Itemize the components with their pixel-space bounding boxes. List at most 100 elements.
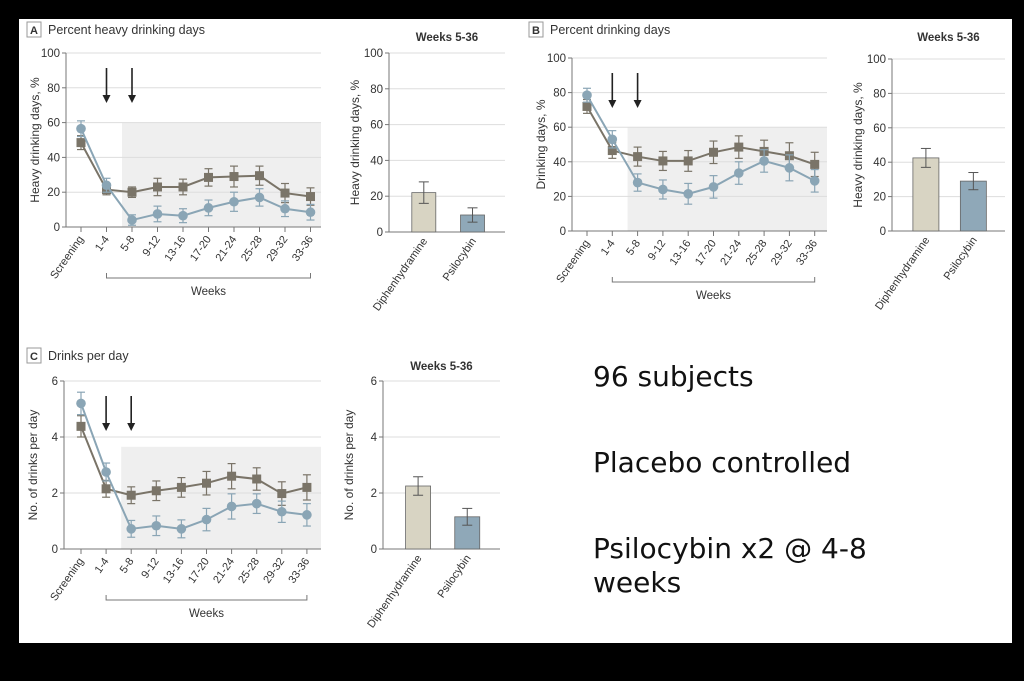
x-tick-label: 29-32 — [261, 556, 287, 586]
y-tick-label: 100 — [41, 48, 60, 60]
psilocybin-point — [201, 514, 212, 525]
psilocybin-point — [151, 520, 162, 531]
y-tick-label: 4 — [371, 432, 378, 444]
x-tick-label: 1-4 — [93, 234, 112, 254]
psilocybin-point — [152, 209, 163, 219]
weeks-bracket — [106, 273, 311, 279]
x-axis-label: Weeks — [189, 608, 224, 620]
diphenhydramine-line — [586, 105, 816, 166]
dose-arrow-icon — [633, 100, 642, 108]
y-tick-label: 80 — [47, 83, 60, 95]
dose-arrow-icon — [127, 423, 136, 431]
x-tick-label: 9-12 — [139, 556, 161, 581]
y-tick-label: 100 — [547, 53, 566, 65]
diphenhydramine-point — [810, 159, 820, 169]
x-tick-label: Screening — [554, 238, 592, 285]
diphenhydramine-point — [229, 172, 239, 182]
diphenhydramine-point — [280, 188, 290, 198]
psilocybin-point — [302, 510, 312, 520]
y-tick-label: 100 — [364, 48, 383, 60]
psilocybin-point — [607, 134, 618, 145]
psilocybin-point — [226, 501, 237, 512]
x-tick-label: 5-8 — [624, 238, 643, 258]
diphenhydramine-line — [80, 425, 308, 497]
note-placebo: Placebo controlled — [593, 446, 852, 479]
panel-letter: C — [30, 351, 38, 363]
y-axis-label: No. of drinks per day — [26, 410, 40, 521]
diphenhydramine-point — [227, 471, 237, 481]
psilocybin-point — [784, 163, 795, 173]
diphenhydramine-point — [153, 182, 162, 192]
y-tick-label: 60 — [873, 123, 886, 135]
bar-diphenhydramine — [405, 485, 432, 550]
x-tick-label: 33-36 — [286, 556, 312, 586]
y-tick-label: 20 — [553, 191, 566, 203]
diphenhydramine-point — [126, 490, 136, 500]
panel-B: B Percent drinking days 0 20 40 60 80 100 Drinki… — [528, 21, 827, 302]
panel-A-bar: Weeks 5-36 0 20 40 60 80 100 Heavy drinking day… — [348, 32, 505, 313]
panel-title: Drinks per day — [48, 349, 129, 363]
panel-title: Percent heavy drinking days — [48, 23, 205, 37]
x-tick-label: 5-8 — [118, 556, 137, 576]
y-tick-label: 40 — [873, 157, 886, 169]
y-tick-label: 100 — [867, 54, 886, 66]
psilocybin-point — [708, 182, 719, 192]
y-tick-label: 0 — [880, 226, 886, 238]
psilocybin-line — [586, 94, 816, 195]
psilocybin-point — [632, 177, 643, 188]
x-tick-label: 13-16 — [162, 234, 188, 264]
y-tick-label: 60 — [370, 120, 383, 132]
bar-category-label: Diphenhydramine — [873, 235, 932, 313]
panel-C-bar: Weeks 5-36 0 2 4 6 No. of drinks per day Diphe… — [342, 361, 500, 630]
dose-arrow-icon — [102, 423, 111, 431]
figure-svg: A Percent heavy drinking days020406080100… — [26, 21, 1005, 630]
x-tick-label: 25-28 — [744, 238, 770, 268]
psilocybin-point — [683, 189, 693, 199]
diphenhydramine-point — [306, 192, 315, 202]
weeks-bracket — [611, 277, 816, 283]
bar-category-label: Diphenhydramine — [365, 553, 424, 631]
x-tick-label: 25-28 — [236, 556, 262, 586]
y-axis-label: No. of drinks per day — [342, 410, 356, 521]
note-dosing: Psilocybin x2 @ 4-8 weeks — [593, 532, 867, 599]
psilocybin-point — [734, 168, 744, 178]
bar-category-label: Psilocybin — [435, 553, 473, 600]
diphenhydramine-point — [255, 171, 264, 181]
y-tick-label: 40 — [370, 155, 383, 167]
x-tick-label: 9-12 — [140, 234, 162, 259]
y-tick-label: 0 — [371, 544, 377, 556]
x-axis-label: Weeks — [191, 286, 226, 298]
diphenhydramine-point — [607, 146, 617, 156]
y-axis-label: Heavy drinking days, % — [348, 79, 362, 205]
diphenhydramine-point — [101, 484, 111, 494]
psilocybin-point — [280, 203, 290, 214]
psilocybin-point — [203, 203, 214, 213]
panel-letter-box — [26, 21, 42, 38]
psilocybin-point — [277, 506, 287, 517]
x-tick-label: 5-8 — [119, 234, 138, 254]
psilocybin-point — [101, 467, 111, 477]
diphenhydramine-point — [658, 156, 668, 166]
psilocybin-point — [229, 196, 239, 207]
x-tick-label: 21-24 — [211, 556, 237, 586]
y-tick-label: 40 — [553, 157, 566, 169]
psilocybin-point — [809, 176, 820, 186]
psilocybin-point — [76, 123, 86, 134]
psilocybin-point — [76, 398, 86, 409]
y-tick-label: 2 — [371, 488, 377, 500]
psilocybin-point — [251, 498, 262, 509]
x-tick-label: 17-20 — [186, 556, 212, 586]
diphenhydramine-point — [277, 489, 287, 499]
y-tick-label: 60 — [553, 122, 566, 134]
psilocybin-line — [80, 403, 308, 530]
panel-C: C Drinks per day 0 2 4 6 No. of drinks per day… — [26, 347, 321, 620]
x-tick-label: Screening — [48, 234, 86, 281]
diphenhydramine-point — [178, 182, 188, 192]
x-tick-label: 29-32 — [769, 238, 795, 268]
panel-A: A Percent heavy drinking days 0 20 40 60 80 100… — [26, 21, 321, 298]
y-tick-label: 0 — [560, 226, 566, 238]
bar-category-label: Diphenhydramine — [371, 236, 430, 314]
diphenhydramine-point — [176, 482, 186, 492]
x-tick-label: 1-4 — [93, 556, 112, 576]
x-tick-label: 33-36 — [794, 238, 820, 268]
